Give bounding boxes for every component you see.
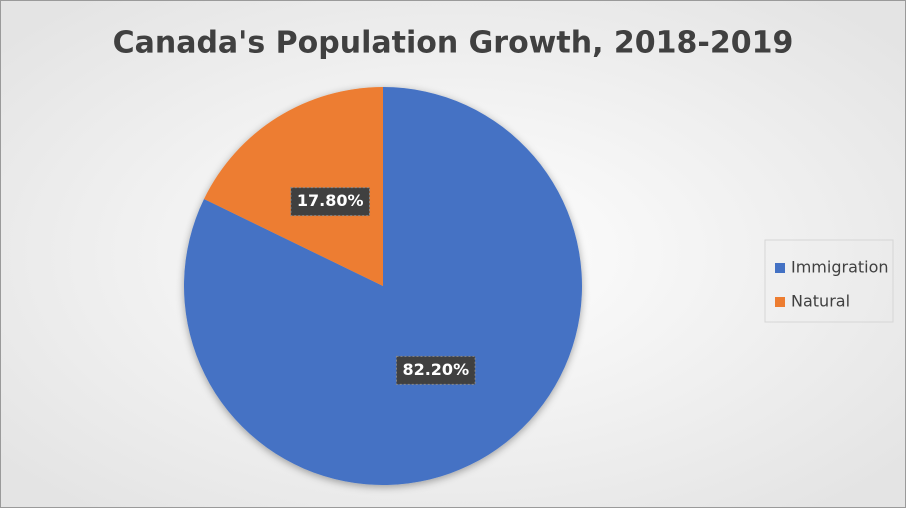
legend-label: Natural <box>791 292 850 311</box>
value-label-box <box>290 187 371 217</box>
legend-box <box>764 239 894 323</box>
pie-slice <box>204 87 383 286</box>
chart-title: Canada's Population Growth, 2018-2019 <box>113 26 794 61</box>
value-label: 17.80% <box>297 191 364 210</box>
legend-swatch <box>775 297 785 307</box>
value-label-box <box>395 355 476 385</box>
legend-label: Immigration <box>791 258 889 277</box>
pie <box>183 87 582 485</box>
value-label: 82.20% <box>402 360 469 379</box>
legend-swatch <box>775 263 785 273</box>
